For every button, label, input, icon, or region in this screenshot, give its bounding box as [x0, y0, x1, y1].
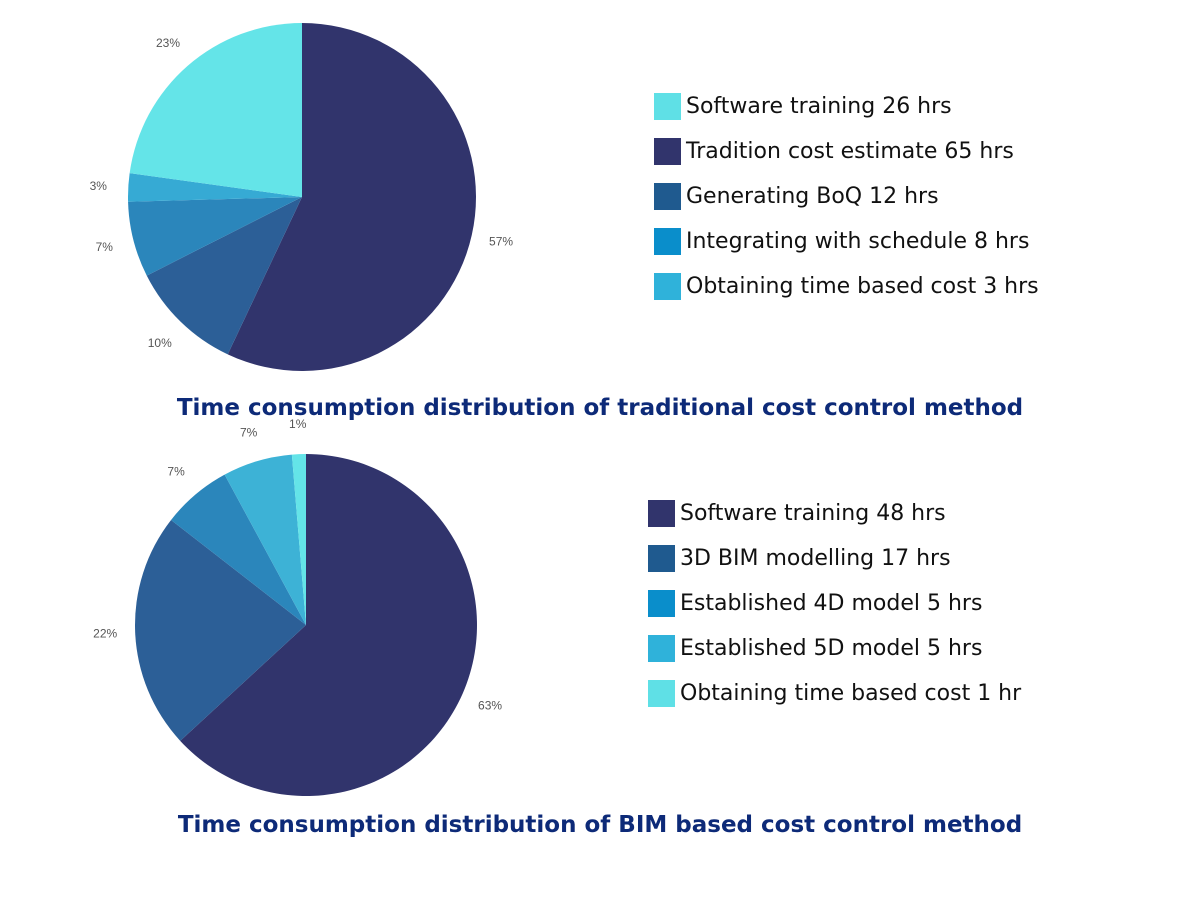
chart-1-slice-5-label: 23% — [156, 36, 180, 50]
legend-label: Obtaining time based cost 1 hr — [680, 681, 1022, 706]
legend-swatch — [648, 680, 675, 707]
chart-2-slice-3-label: 7% — [167, 465, 185, 479]
legend-swatch — [648, 500, 675, 527]
legend-label: Software training 26 hrs — [686, 94, 952, 119]
chart-2-slice-2 — [135, 519, 306, 741]
legend-item: Software training 48 hrs — [648, 491, 1021, 536]
legend-item: Integrating with schedule 8 hrs — [654, 219, 1039, 264]
legend-label: Obtaining time based cost 3 hrs — [686, 274, 1039, 299]
legend-item: Obtaining time based cost 1 hr — [648, 671, 1021, 716]
chart-2-title: Time consumption distribution of BIM bas… — [177, 812, 1023, 838]
legend-swatch — [654, 273, 681, 300]
chart-2-slice-4 — [224, 454, 306, 625]
chart-2-slice-4-label: 7% — [240, 425, 258, 439]
legend-item: Established 5D model 5 hrs — [648, 626, 1021, 671]
chart-2-slice-1 — [180, 454, 478, 797]
legend-item: Tradition cost estimate 65 hrs — [654, 129, 1039, 174]
chart-2-slice-5-label: 1% — [289, 417, 307, 431]
chart-1-slice-3-label: 7% — [96, 240, 114, 254]
legend-label: Integrating with schedule 8 hrs — [686, 229, 1030, 254]
legend-label: Tradition cost estimate 65 hrs — [686, 139, 1014, 164]
chart-2-slice-1-label: 63% — [478, 699, 502, 713]
legend-item: Obtaining time based cost 3 hrs — [654, 264, 1039, 309]
legend-label: Established 4D model 5 hrs — [680, 591, 983, 616]
chart-2-slice-3 — [171, 474, 306, 625]
legend-label: Software training 48 hrs — [680, 501, 946, 526]
chart-1-slice-2 — [146, 197, 302, 355]
legend-swatch — [648, 590, 675, 617]
legend-item: Established 4D model 5 hrs — [648, 581, 1021, 626]
chart-2-slice-2-label: 22% — [93, 626, 117, 640]
chart-1-slice-4 — [128, 173, 302, 202]
chart-1-title: Time consumption distribution of traditi… — [176, 395, 1024, 421]
legend-swatch — [654, 183, 681, 210]
chart-2-slice-5 — [291, 454, 306, 625]
chart-1-legend: Software training 26 hrs Tradition cost e… — [654, 84, 1039, 309]
chart-1-slice-2-label: 10% — [148, 336, 172, 350]
chart-2-legend: Software training 48 hrs 3D BIM modelling… — [648, 491, 1021, 716]
chart-1-slice-1-label: 57% — [489, 235, 513, 249]
chart-1-slice-4-label: 3% — [90, 179, 108, 193]
legend-item: 3D BIM modelling 17 hrs — [648, 536, 1021, 581]
legend-item: Software training 26 hrs — [654, 84, 1039, 129]
legend-swatch — [654, 93, 681, 120]
chart-1-slice-3 — [128, 197, 302, 276]
chart-1-slice-5 — [129, 23, 302, 197]
legend-item: Generating BoQ 12 hrs — [654, 174, 1039, 219]
legend-label: Established 5D model 5 hrs — [680, 636, 983, 661]
legend-swatch — [648, 635, 675, 662]
chart-1-slice-1 — [227, 23, 476, 371]
legend-swatch — [648, 545, 675, 572]
legend-label: 3D BIM modelling 17 hrs — [680, 546, 951, 571]
legend-label: Generating BoQ 12 hrs — [686, 184, 939, 209]
legend-swatch — [654, 228, 681, 255]
legend-swatch — [654, 138, 681, 165]
